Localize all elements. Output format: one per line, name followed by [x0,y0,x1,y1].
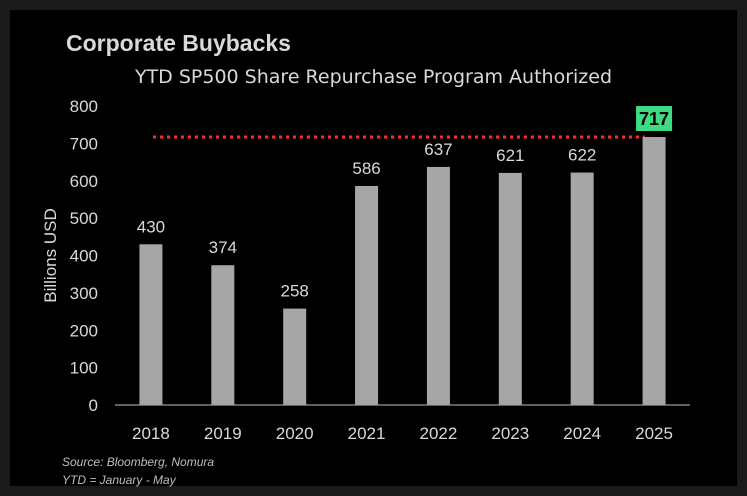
x-tick-label: 2024 [563,424,601,443]
bar [642,137,666,406]
bar [283,308,307,405]
x-tick-label: 2023 [491,424,529,443]
data-label: 622 [568,146,596,165]
data-label: 258 [281,282,309,301]
ytd-note: YTD = January - May [62,473,176,487]
y-tick-label: 400 [70,247,98,266]
data-label: 717 [639,109,669,129]
bar [426,166,450,405]
bar [570,172,594,405]
data-label: 621 [496,146,524,165]
y-axis-title: Billions USD [41,208,60,302]
y-tick-label: 800 [70,97,98,116]
chart-subtitle: YTD SP500 Share Repurchase Program Autho… [0,66,747,88]
data-label: 586 [352,159,380,178]
x-tick-label: 2020 [276,424,314,443]
x-tick-label: 2021 [348,424,386,443]
data-label: 430 [137,217,165,236]
chart-title: Corporate Buybacks [66,30,291,56]
source-note: Source: Bloomberg, Nomura [62,455,215,469]
bar [355,185,379,405]
x-tick-label: 2025 [635,424,673,443]
data-label: 637 [424,140,452,159]
data-label: 374 [209,238,237,257]
y-tick-label: 0 [89,396,98,415]
y-tick-label: 200 [70,321,98,340]
y-tick-label: 500 [70,209,98,228]
y-tick-label: 100 [70,359,98,378]
chart-subtitle-text: YTD SP500 Share Repurchase Program Autho… [134,66,613,88]
highlight-badge [636,106,673,132]
x-tick-label: 2018 [132,424,170,443]
x-tick-label: 2019 [204,424,242,443]
y-tick-label: 300 [70,284,98,303]
y-tick-label: 600 [70,172,98,191]
x-tick-label: 2022 [420,424,458,443]
bar [139,244,163,405]
y-tick-label: 700 [70,134,98,153]
bar [211,265,235,405]
bar [498,172,522,405]
